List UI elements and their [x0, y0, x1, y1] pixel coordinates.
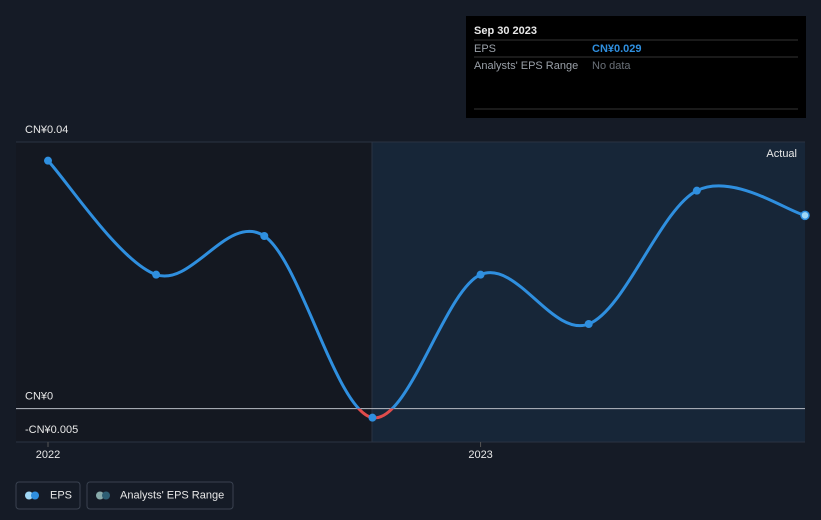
data-point	[476, 270, 485, 279]
tooltip-value: No data	[592, 60, 631, 72]
data-point	[368, 413, 377, 422]
data-point	[260, 232, 269, 240]
data-point	[800, 210, 810, 221]
legend-swatch	[31, 491, 39, 500]
data-point	[44, 156, 52, 165]
actual-region	[372, 142, 805, 442]
data-point	[152, 270, 161, 279]
tooltip-label: EPS	[474, 43, 496, 55]
tooltip-title: Sep 30 2023	[474, 25, 537, 37]
tooltip-box	[466, 16, 806, 118]
legend-swatch	[96, 491, 104, 500]
x-tick-label: 2022	[36, 449, 60, 461]
tooltip-value: CN¥0.029	[592, 43, 642, 55]
tooltip-label: Analysts' EPS Range	[474, 60, 578, 72]
data-point	[584, 320, 593, 328]
y-tick-label: CN¥0	[25, 391, 53, 403]
region-label: Actual	[766, 148, 797, 160]
legend-swatch	[102, 491, 110, 500]
legend: EPS Analysts' EPS Range	[15, 481, 234, 510]
legend-label: Analysts' EPS Range	[120, 489, 224, 501]
data-point	[692, 186, 701, 195]
plot-area	[16, 142, 372, 442]
eps-line	[46, 159, 806, 409]
x-tick-label: 2023	[468, 449, 492, 461]
legend-item[interactable]	[15, 481, 81, 510]
y-tick-label: CN¥0.04	[25, 124, 68, 136]
legend-label: EPS	[50, 489, 72, 501]
legend-swatch	[25, 491, 33, 500]
y-tick-label: -CN¥0.005	[25, 424, 78, 436]
legend-item[interactable]	[86, 481, 234, 510]
tooltip: Sep 30 2023 EPS CN¥0.029 Analysts' EPS R…	[466, 16, 806, 118]
